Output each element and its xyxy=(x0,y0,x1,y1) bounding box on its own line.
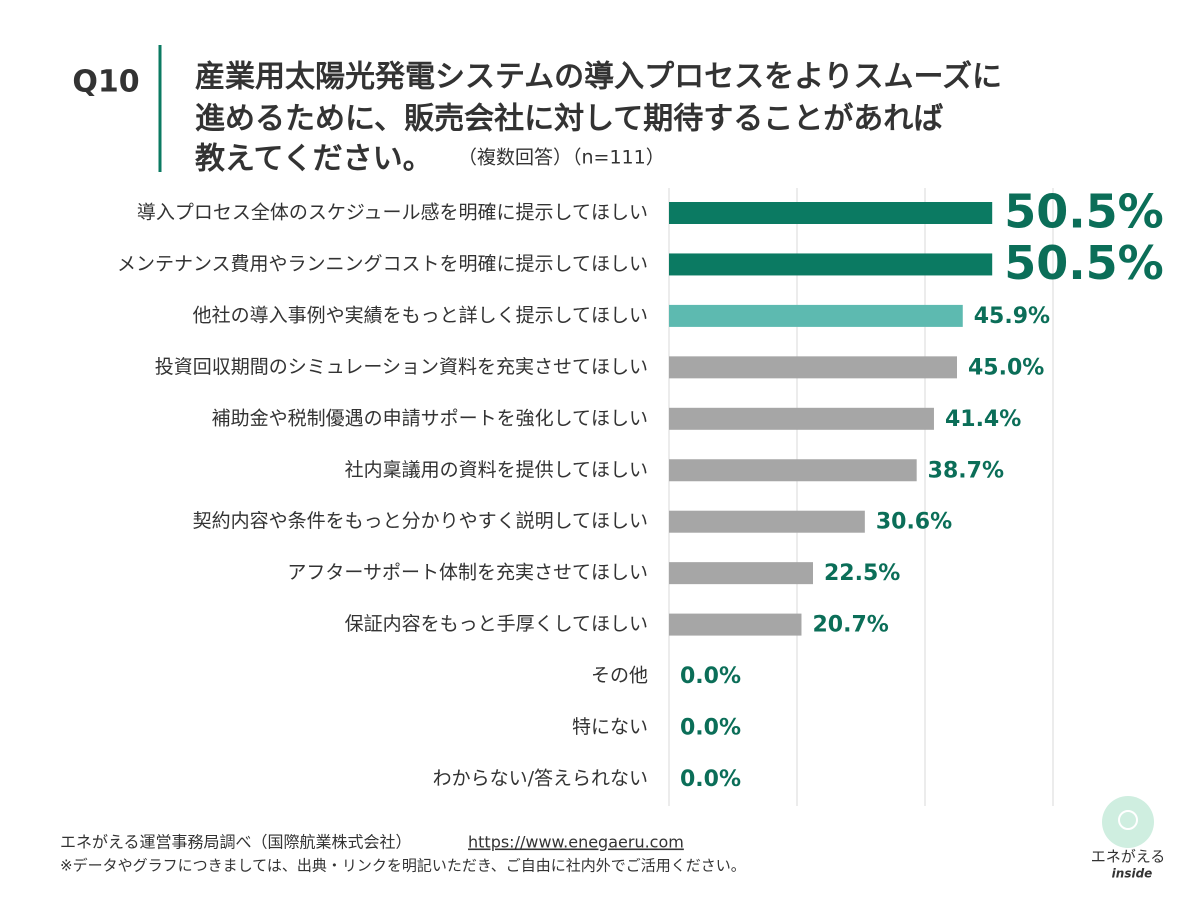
question-label: Q10 xyxy=(72,65,139,100)
category-label: 社内稟議用の資料を提供してほしい xyxy=(345,459,648,481)
category-label: メンテナンス費用やランニングコストを明確に提示してほしい xyxy=(117,253,648,275)
value-label: 41.4% xyxy=(945,407,1021,432)
category-label: その他 xyxy=(591,665,648,687)
value-label: 45.0% xyxy=(968,355,1044,380)
source-link[interactable]: https://www.enegaeru.com xyxy=(468,833,684,852)
source: エネがえる運営事務局調べ（国際航業株式会社） xyxy=(60,833,412,852)
value-label: 20.7% xyxy=(812,613,888,638)
value-label: 50.5% xyxy=(1004,236,1164,290)
bar xyxy=(669,562,813,585)
category-label: アフターサポート体制を充実させてほしい xyxy=(287,562,648,584)
note: ※データやグラフにつきましては、出典・リンクを明記いただき、ご自由に社内外でご活… xyxy=(60,857,746,875)
bar xyxy=(669,356,957,379)
value-label: 0.0% xyxy=(680,767,741,792)
category-label: 投資回収期間のシミュレーション資料を充実させてほしい xyxy=(155,356,648,378)
title-line: 進めるために、販売会社に対して期待することがあれば xyxy=(195,102,943,137)
bar xyxy=(669,304,963,327)
bar xyxy=(669,459,917,482)
logo: エネがえる inside xyxy=(1091,796,1166,881)
category-label: 補助金や税制優遇の申請サポートを強化してほしい xyxy=(212,407,648,429)
value-label: 22.5% xyxy=(824,561,900,586)
logo-sub: inside xyxy=(1112,867,1153,881)
subtitle: （複数回答）（n=111） xyxy=(458,147,665,169)
category-label: わからない/答えられない xyxy=(433,767,648,789)
value-label: 0.0% xyxy=(680,716,741,741)
category-label: 保証内容をもっと手厚くしてほしい xyxy=(345,613,648,635)
category-label: 特にない xyxy=(572,716,648,738)
value-label: 0.0% xyxy=(680,664,741,689)
title-line: 教えてください。 xyxy=(195,142,433,177)
category-label: 契約内容や条件をもっと分かりやすく説明してほしい xyxy=(193,510,648,532)
bar xyxy=(669,202,993,224)
value-label: 45.9% xyxy=(974,304,1050,329)
value-label: 50.5% xyxy=(1004,185,1164,239)
value-label: 38.7% xyxy=(928,458,1004,483)
value-label: 30.6% xyxy=(876,510,952,535)
bar xyxy=(669,253,993,276)
title-line: 産業用太陽光発電システムの導入プロセスをよりスムーズに xyxy=(195,60,1002,95)
logo-text: エネがえる xyxy=(1091,848,1166,866)
bar xyxy=(669,510,865,533)
bar xyxy=(669,613,802,636)
bar xyxy=(669,407,934,430)
category-label: 導入プロセス全体のスケジュール感を明確に提示してほしい xyxy=(137,202,648,224)
category-label: 他社の導入事例や実績をもっと詳しく提示してほしい xyxy=(193,304,648,326)
